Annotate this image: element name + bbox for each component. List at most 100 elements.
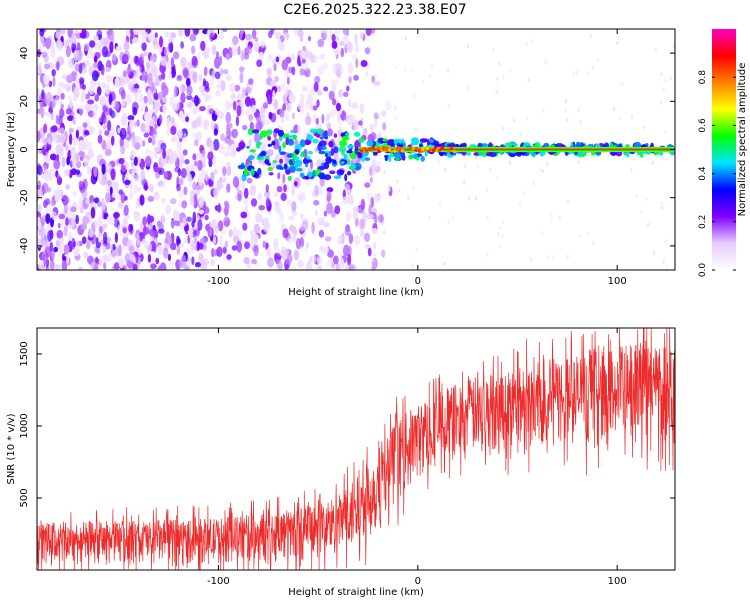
noise-speck [83, 43, 90, 52]
ridge-blob [271, 140, 276, 146]
noise-speck [291, 233, 297, 243]
noise-speck [558, 215, 561, 220]
noise-speck [44, 246, 52, 258]
noise-speck [181, 200, 188, 209]
noise-speck [530, 39, 533, 44]
noise-speck [58, 213, 66, 220]
noise-speck [264, 119, 270, 125]
noise-speck [368, 204, 372, 216]
noise-speck [159, 64, 167, 74]
noise-speck [169, 260, 174, 270]
noise-speck [87, 149, 95, 159]
noise-speck [192, 153, 197, 161]
noise-speck [404, 67, 407, 72]
noise-speck [134, 142, 141, 150]
noise-speck [231, 128, 238, 139]
spectrogram-y-label: Frequency (Hz) [6, 112, 17, 188]
noise-speck [248, 114, 254, 122]
noise-speck [279, 35, 285, 43]
noise-speck [154, 32, 158, 38]
noise-speck [330, 209, 336, 218]
noise-speck [224, 151, 231, 158]
noise-speck [148, 215, 155, 223]
noise-speck [56, 39, 63, 51]
noise-speck [105, 192, 111, 203]
noise-speck [185, 77, 191, 87]
noise-speck [373, 241, 377, 250]
noise-speck [362, 166, 366, 171]
noise-speck [154, 123, 158, 129]
noise-speck [69, 214, 74, 220]
noise-speck [106, 253, 112, 262]
noise-speck [216, 179, 222, 191]
ridge-blob [411, 137, 419, 144]
noise-speck [317, 65, 324, 75]
noise-speck [321, 246, 329, 255]
noise-speck [61, 195, 69, 206]
noise-speck [176, 183, 181, 192]
noise-speck [314, 209, 318, 217]
noise-speck [397, 188, 401, 193]
noise-speck [182, 149, 188, 156]
noise-speck [542, 109, 545, 114]
noise-speck [53, 135, 58, 145]
noise-speck [88, 126, 95, 135]
ridge-blob [282, 141, 286, 149]
spectrogram-y-tick-label: -40 [19, 238, 30, 254]
noise-speck [203, 66, 208, 77]
noise-speck [249, 184, 257, 196]
noise-speck [161, 72, 166, 80]
noise-speck [60, 92, 65, 100]
noise-speck [202, 78, 206, 87]
noise-speck [129, 191, 133, 201]
noise-speck [230, 143, 237, 151]
snr-axes: -100 0 100 500 1000 1500 [19, 328, 675, 587]
noise-speck [194, 139, 199, 147]
noise-speck [299, 35, 304, 42]
ridge-blob [539, 152, 546, 156]
noise-speck [189, 164, 195, 172]
noise-speck [508, 67, 512, 73]
noise-speck [216, 246, 223, 258]
noise-speck [244, 87, 252, 94]
noise-speck [178, 29, 183, 37]
noise-speck [518, 202, 521, 207]
noise-speck [305, 116, 312, 126]
noise-speck [525, 116, 529, 122]
noise-speck [80, 223, 88, 231]
noise-speck [370, 196, 375, 209]
noise-speck [63, 168, 71, 177]
noise-speck [225, 161, 231, 167]
noise-speck [48, 168, 55, 180]
noise-speck [132, 263, 138, 270]
noise-speck [273, 238, 279, 251]
noise-speck [529, 256, 533, 262]
noise-speck [194, 262, 202, 268]
noise-speck [79, 78, 85, 90]
noise-speck [199, 195, 204, 207]
noise-speck [200, 169, 206, 180]
noise-speck [266, 67, 273, 76]
noise-speck [373, 193, 381, 203]
noise-speck [99, 226, 103, 234]
noise-speck [49, 229, 54, 240]
noise-speck [204, 90, 208, 103]
ridge-blob [250, 168, 255, 176]
noise-speck [183, 186, 188, 196]
noise-speck [186, 84, 193, 96]
noise-speck [50, 199, 56, 207]
noise-speck [282, 173, 286, 184]
noise-speck [127, 82, 134, 91]
ridge-blob [247, 128, 254, 136]
noise-speck [79, 207, 85, 214]
noise-speck [328, 90, 335, 101]
noise-speck [129, 178, 133, 191]
noise-speck [475, 196, 478, 201]
noise-speck [137, 87, 142, 95]
noise-speck [241, 180, 245, 190]
noise-speck [113, 262, 121, 270]
noise-speck [66, 74, 73, 84]
noise-speck [652, 250, 656, 255]
noise-speck [316, 264, 323, 270]
noise-speck [90, 262, 94, 270]
